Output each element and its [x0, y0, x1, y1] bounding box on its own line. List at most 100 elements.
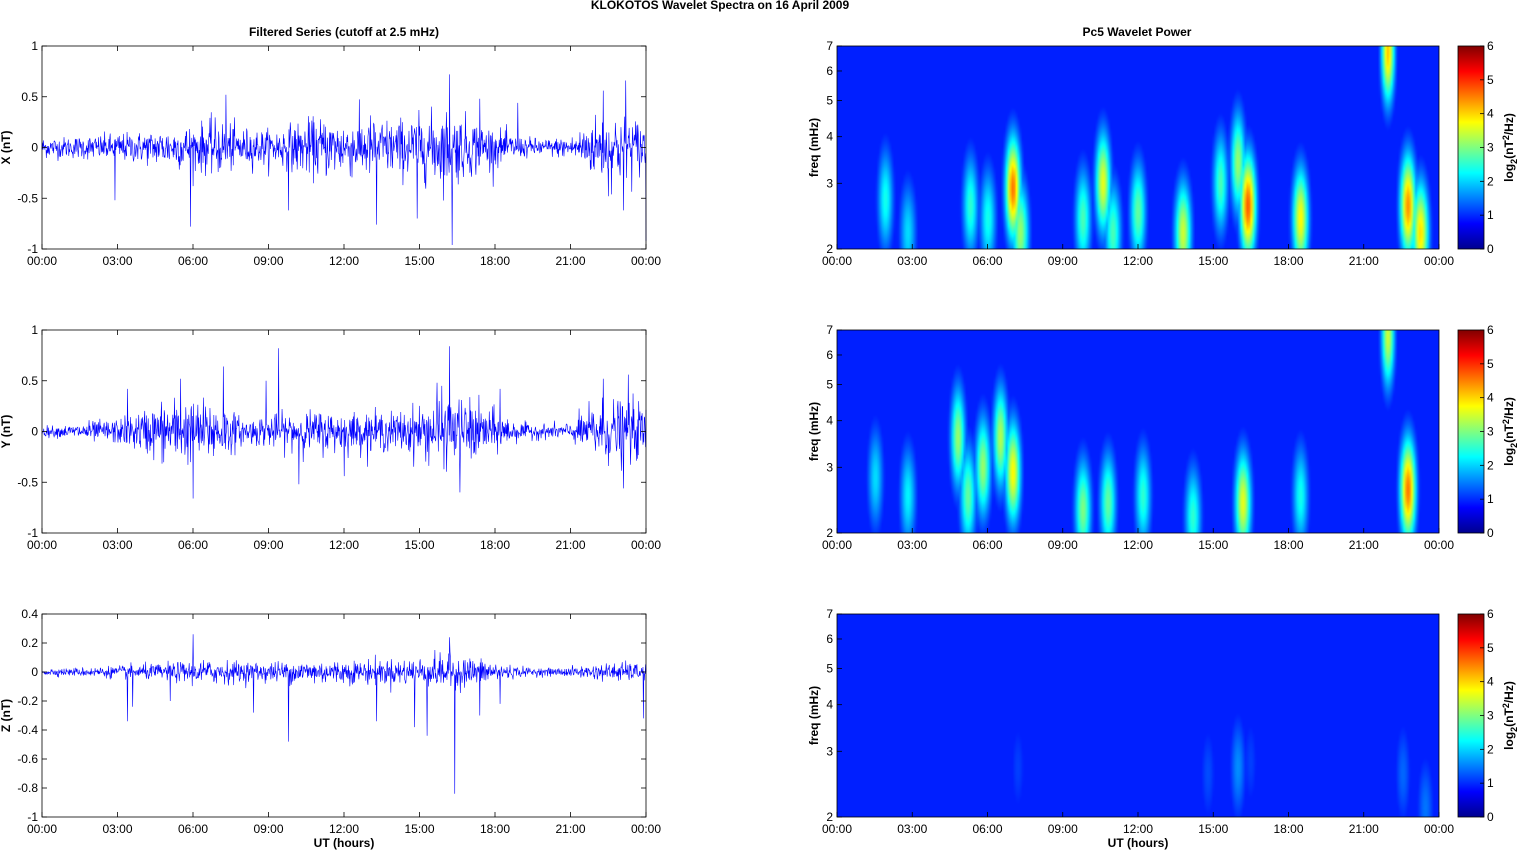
y-tick-label: 6 — [826, 348, 833, 362]
y-tick-label: 5 — [826, 94, 833, 108]
x-tick-label: 18:00 — [480, 254, 510, 268]
y-tick-label: -0.5 — [17, 191, 38, 205]
colorbar-tick-label: 2 — [1487, 742, 1494, 756]
colorbar-tick-label: 1 — [1487, 776, 1494, 790]
x-tick-label: 06:00 — [972, 254, 1002, 268]
x-tick-label: 15:00 — [1198, 254, 1228, 268]
colorbar-label: log2(nT2/Hz) — [1501, 397, 1519, 466]
y-axis-label: X (nT) — [0, 131, 13, 165]
colorbar-label-part: log — [1502, 164, 1516, 182]
y-tick-label: -1 — [27, 242, 38, 256]
y-tick-label: 1 — [31, 323, 38, 337]
colorbar-label: log2(nT2/Hz) — [1501, 681, 1519, 750]
x-tick-label: 00:00 — [822, 822, 852, 836]
colorbar-label-part: (nT — [1502, 140, 1516, 159]
x-tick-label: 09:00 — [253, 822, 283, 836]
y-tick-label: 4 — [826, 414, 833, 428]
y-tick-label: 0 — [31, 665, 38, 679]
x-tick-label: 00:00 — [1424, 254, 1454, 268]
y-tick-label: 3 — [826, 744, 833, 758]
y-tick-label: 0.5 — [21, 374, 38, 388]
x-tick-label: 15:00 — [1198, 822, 1228, 836]
y-tick-label: 2 — [826, 810, 833, 824]
y-tick-label: 4 — [826, 698, 833, 712]
y-tick-label: 6 — [826, 632, 833, 646]
x-tick-label: 21:00 — [555, 822, 585, 836]
y-axis-label: freq (mHz) — [807, 686, 821, 745]
timeseries-panel-z: -1 -0.8 -0.6 -0.4 -0.2 0 0.2 0.4 00:00 03:00 06:00… — [0, 607, 661, 850]
y-axis-label: freq (mHz) — [807, 118, 821, 177]
colorbar-tick-label: 2 — [1487, 458, 1494, 472]
colorbar-tick-label: 4 — [1487, 107, 1494, 121]
colorbar-label-part: (nT — [1502, 424, 1516, 443]
series-line-z — [41, 634, 647, 794]
colorbar-tick-label: 6 — [1487, 39, 1494, 53]
colorbar-gradient — [1457, 613, 1485, 818]
x-tick-label: 00:00 — [1424, 538, 1454, 552]
x-tick-label: 00:00 — [822, 538, 852, 552]
wavelet-panel-z: 2 3 4 5 6 7 00:00 03:00 06:00 09:00 12:00 15:00 18:0… — [807, 607, 1519, 850]
colorbar-tick-label: 0 — [1487, 242, 1494, 256]
colorbar-tick-label: 3 — [1487, 141, 1494, 155]
x-tick-label: 03:00 — [897, 822, 927, 836]
colorbar-label-part: 2 — [1501, 703, 1511, 708]
colorbar-label-part: 2 — [1509, 727, 1519, 732]
x-tick-label: 15:00 — [404, 254, 434, 268]
x-tick-label: 00:00 — [631, 254, 661, 268]
x-tick-label: 00:00 — [822, 254, 852, 268]
x-tick-label: 09:00 — [253, 538, 283, 552]
colorbar-label-part: (nT — [1502, 708, 1516, 727]
y-tick-label: 7 — [826, 39, 833, 53]
x-tick-label: 06:00 — [972, 822, 1002, 836]
x-tick-label: 12:00 — [329, 822, 359, 836]
x-tick-label: 21:00 — [1349, 254, 1379, 268]
colorbar-tick-label: 5 — [1487, 73, 1494, 87]
series-line-y — [41, 346, 647, 499]
x-tick-label: 00:00 — [27, 254, 57, 268]
x-tick-label: 06:00 — [972, 538, 1002, 552]
x-tick-label: 09:00 — [1048, 538, 1078, 552]
x-tick-label: 09:00 — [1048, 254, 1078, 268]
colorbar-tick-label: 6 — [1487, 607, 1494, 621]
y-tick-label: 3 — [826, 176, 833, 190]
x-tick-label: 12:00 — [329, 254, 359, 268]
colorbar: 0 1 2 3 4 5 6 log2(nT2/Hz) — [1457, 39, 1519, 256]
y-tick-label: 0.4 — [21, 607, 38, 621]
right-column-title: Pc5 Wavelet Power — [1083, 25, 1192, 39]
colorbar-label-part: log — [1502, 732, 1516, 750]
colorbar-tick-label: 0 — [1487, 810, 1494, 824]
wavelet-heatmap — [837, 46, 1439, 249]
x-tick-label: 18:00 — [480, 538, 510, 552]
left-column-title: Filtered Series (cutoff at 2.5 mHz) — [249, 25, 439, 39]
y-tick-label: -0.5 — [17, 475, 38, 489]
colorbar-label: log2(nT2/Hz) — [1501, 113, 1519, 182]
x-axis-label: UT (hours) — [314, 836, 375, 850]
colorbar-label-part: /Hz) — [1502, 397, 1516, 419]
y-tick-label: 0.5 — [21, 90, 38, 104]
timeseries-panel-x: -1 -0.5 0 0.5 1 00:00 03:00 06:00 09:00 12:00 15:0… — [0, 39, 661, 268]
x-tick-label: 09:00 — [253, 254, 283, 268]
colorbar-tick-label: 3 — [1487, 425, 1494, 439]
x-tick-label: 21:00 — [555, 538, 585, 552]
x-tick-label: 21:00 — [1349, 822, 1379, 836]
x-tick-label: 03:00 — [102, 254, 132, 268]
colorbar-label-part: 2 — [1509, 159, 1519, 164]
colorbar-label-part: /Hz) — [1502, 113, 1516, 135]
x-tick-label: 00:00 — [1424, 822, 1454, 836]
y-tick-label: -0.6 — [17, 752, 38, 766]
x-tick-label: 06:00 — [178, 822, 208, 836]
x-tick-label: 21:00 — [555, 254, 585, 268]
colorbar-tick-label: 1 — [1487, 208, 1494, 222]
colorbar-gradient — [1457, 329, 1485, 534]
colorbar-tick-label: 3 — [1487, 709, 1494, 723]
x-tick-label: 18:00 — [1273, 822, 1303, 836]
colorbar-tick-label: 2 — [1487, 174, 1494, 188]
colorbar-gradient — [1457, 45, 1485, 250]
x-tick-label: 12:00 — [1123, 254, 1153, 268]
y-tick-label: -1 — [27, 526, 38, 540]
y-tick-label: 1 — [31, 39, 38, 53]
colorbar-tick-label: 4 — [1487, 675, 1494, 689]
